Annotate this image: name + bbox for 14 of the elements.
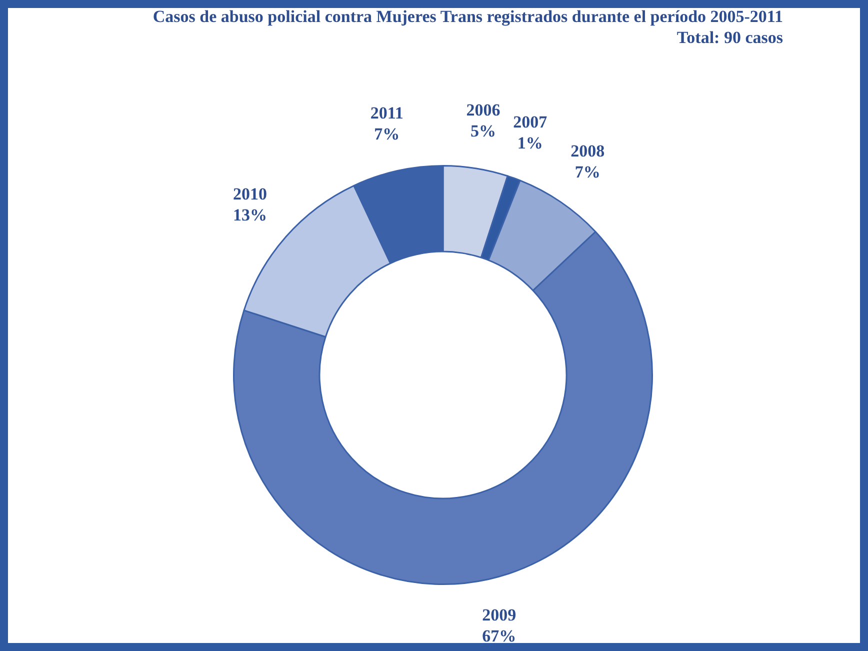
data-label: 67% <box>482 626 516 646</box>
slice-label: 2009 <box>482 605 516 624</box>
data-label: 7% <box>574 162 600 182</box>
data-label: 1% <box>517 133 543 152</box>
data-label: 13% <box>233 205 268 224</box>
chart-title: Casos de abuso policial contra Mujeres Trans registrados durante el período 2005-2011 <box>152 6 783 27</box>
data-label: 5% <box>470 121 496 140</box>
slice-label: 2011 <box>370 103 404 122</box>
slice-label: 2008 <box>570 142 605 161</box>
slice-label: 2007 <box>513 112 548 132</box>
slice-label: 2010 <box>233 184 268 204</box>
slice-label: 2006 <box>466 100 500 120</box>
data-label: 7% <box>374 124 400 144</box>
text: Total: 90 casos <box>676 27 783 48</box>
